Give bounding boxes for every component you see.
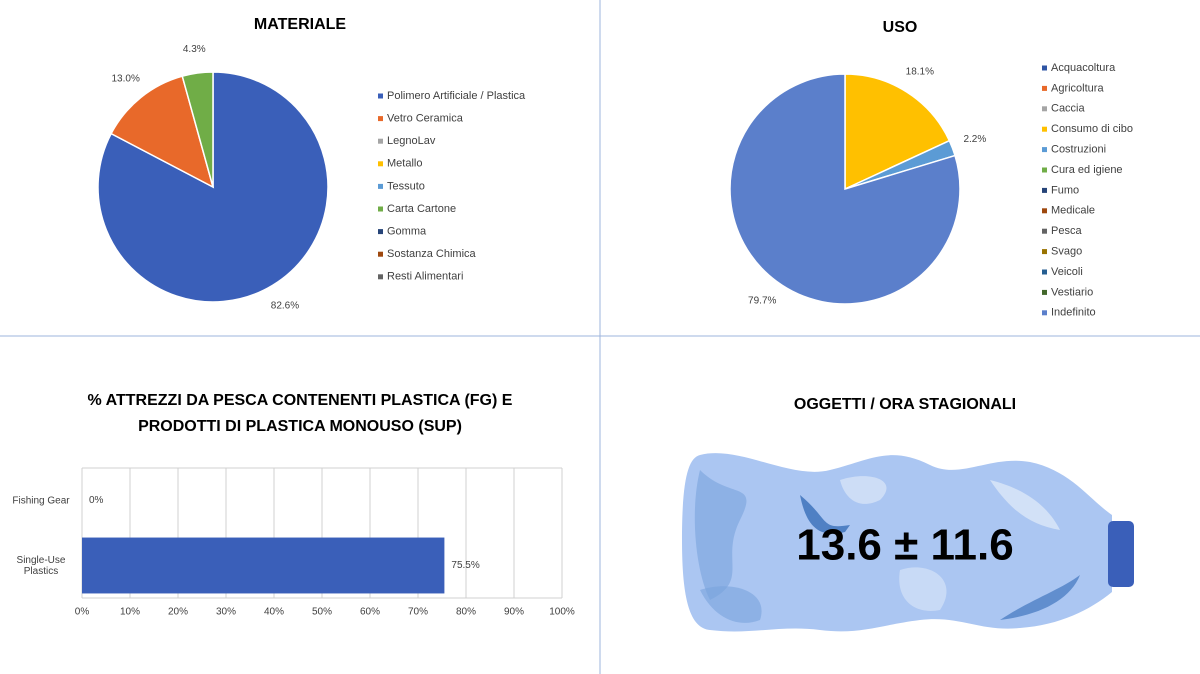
legend-label: Consumo di cibo — [1051, 123, 1133, 135]
pie-slice — [729, 73, 961, 305]
legend-label: LegnoLav — [387, 135, 436, 147]
legend-swatch — [1042, 310, 1047, 316]
bottle — [682, 453, 1134, 632]
legend-label: Indefinito — [1051, 307, 1096, 319]
x-tick-label: 0% — [75, 607, 90, 618]
legend-label: Fumo — [1051, 184, 1079, 196]
data-label: 13.0% — [111, 73, 139, 84]
data-label: 79.7% — [748, 295, 776, 306]
legend-swatch — [378, 138, 383, 144]
legend-label: Pesca — [1051, 225, 1082, 237]
pie-slice — [844, 73, 951, 191]
legend-swatch — [378, 274, 383, 280]
legend-label: Carta Cartone — [387, 203, 456, 215]
legend-swatch — [378, 161, 383, 167]
legend-swatch — [1042, 85, 1047, 91]
data-label: 82.6% — [271, 301, 299, 312]
legend-label: Metallo — [387, 158, 422, 170]
legend-label: Svago — [1051, 246, 1082, 258]
chart-title: USO — [883, 19, 918, 36]
x-tick-label: 90% — [504, 607, 524, 618]
x-tick-label: 10% — [120, 607, 140, 618]
legend-label: Polimero Artificiale / Plastica — [387, 90, 526, 102]
legend-swatch — [1042, 249, 1047, 255]
legend-swatch — [1042, 147, 1047, 153]
legend-label: Agricoltura — [1051, 82, 1104, 94]
x-tick-label: 60% — [360, 607, 380, 618]
x-tick-label: 40% — [264, 607, 284, 618]
data-label: 75.5% — [451, 560, 479, 571]
x-tick-label: 70% — [408, 607, 428, 618]
legend-swatch — [378, 116, 383, 122]
legend-label: Acquacoltura — [1051, 62, 1116, 74]
legend-label: Resti Alimentari — [387, 271, 463, 283]
y-tick-label: Fishing Gear — [12, 495, 70, 506]
chart-title: % ATTREZZI DA PESCA CONTENENTI PLASTICA … — [87, 392, 513, 435]
y-tick-label: Single-Use Plastics — [16, 554, 66, 577]
legend-swatch — [1042, 65, 1047, 71]
legend-swatch — [378, 229, 383, 235]
data-label: 0% — [89, 495, 104, 506]
legend-swatch — [378, 251, 383, 257]
legend-label: Tessuto — [387, 180, 425, 192]
legend-swatch — [1042, 208, 1047, 214]
legend-label: Cura ed igiene — [1051, 164, 1123, 176]
data-label: 18.1% — [906, 67, 934, 78]
legend-label: Caccia — [1051, 103, 1086, 115]
pie-slice — [110, 75, 215, 189]
legend-swatch — [1042, 269, 1047, 275]
legend-swatch — [1042, 167, 1047, 173]
legend-swatch — [378, 183, 383, 189]
pie-slice — [97, 71, 329, 303]
kpi-title: OGGETTI / ORA STAGIONALI — [794, 396, 1016, 413]
bar — [82, 537, 445, 594]
x-tick-label: 30% — [216, 607, 236, 618]
legend-label: Costruzioni — [1051, 144, 1106, 156]
legend-label: Sostanza Chimica — [387, 248, 477, 260]
kpi-value: 13.6 ± 11.6 — [796, 521, 1013, 570]
data-label: 4.3% — [183, 44, 206, 55]
x-tick-label: 50% — [312, 607, 332, 618]
legend-label: Medicale — [1051, 205, 1095, 217]
chart-title: MATERIALE — [254, 16, 346, 33]
legend-swatch — [1042, 106, 1047, 112]
legend-label: Vestiario — [1051, 286, 1093, 298]
legend-swatch — [378, 206, 383, 212]
legend-label: Vetro Ceramica — [387, 113, 464, 125]
data-label: 2.2% — [963, 134, 986, 145]
legend-swatch — [1042, 289, 1047, 295]
legend-swatch — [1042, 126, 1047, 132]
legend-swatch — [1042, 187, 1047, 193]
x-tick-label: 100% — [549, 607, 575, 618]
pie-slice — [181, 71, 214, 188]
legend-label: Gomma — [387, 226, 427, 238]
x-tick-label: 80% — [456, 607, 476, 618]
x-tick-label: 20% — [168, 607, 188, 618]
legend-label: Veicoli — [1051, 266, 1083, 278]
legend-swatch — [1042, 228, 1047, 234]
legend-swatch — [378, 93, 383, 99]
